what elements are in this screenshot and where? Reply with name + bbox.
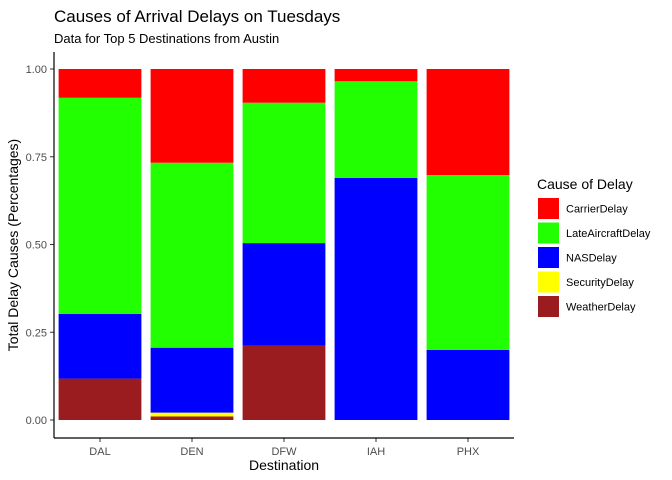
legend-label-carrierdelay: CarrierDelay: [566, 204, 628, 216]
y-tick-label: 0.25: [26, 327, 47, 339]
bar-segment-den-lateaircraftdelay: [150, 162, 234, 348]
x-tick-label: DEN: [180, 446, 203, 458]
legend-label-nasdelay: NASDelay: [566, 253, 617, 265]
bar-segment-iah-nasdelay: [334, 177, 418, 420]
x-tick-label: IAH: [367, 446, 385, 458]
y-tick-label: 1.00: [26, 64, 47, 76]
legend-key-carrierdelay: [538, 198, 559, 219]
bar-segment-dal-nasdelay: [58, 314, 142, 379]
bar-segment-dfw-nasdelay: [242, 243, 326, 346]
x-tick-label: PHX: [457, 446, 480, 458]
bar-segment-den-carrierdelay: [150, 69, 234, 163]
y-tick-label: 0.50: [26, 240, 47, 252]
bar-segment-dfw-carrierdelay: [242, 69, 326, 103]
y-tick-label: 0.00: [26, 415, 47, 427]
legend: CarrierDelay LateAircraftDelay NASDelay Sec…: [538, 198, 651, 317]
bar-segment-den-weatherdelay: [150, 416, 234, 420]
legend-key-nasdelay: [538, 247, 559, 268]
legend-label-lateaircraftdelay: LateAircraftDelay: [566, 228, 651, 240]
bar-segment-den-securitydelay: [150, 412, 234, 417]
x-tick-label: DAL: [89, 446, 110, 458]
bar-segment-phx-carrierdelay: [426, 69, 510, 175]
x-axis-label: Destination: [249, 457, 319, 473]
legend-label-securitydelay: SecurityDelay: [566, 277, 634, 289]
bar-segment-dfw-lateaircraftdelay: [242, 102, 326, 244]
bar-segment-dfw-weatherdelay: [242, 345, 326, 420]
bar-segment-dal-lateaircraftdelay: [58, 97, 142, 314]
legend-key-lateaircraftdelay: [538, 222, 559, 244]
bar-segment-phx-nasdelay: [426, 349, 510, 420]
legend-title: Cause of Delay: [537, 176, 633, 192]
legend-key-weatherdelay: [538, 296, 559, 317]
y-axis-label: Total Delay Causes (Percentages): [5, 139, 21, 351]
bar-segment-den-nasdelay: [150, 347, 234, 413]
bar-segment-dal-weatherdelay: [58, 378, 142, 420]
x-tick-label: DFW: [271, 446, 297, 458]
bar-segment-phx-lateaircraftdelay: [426, 175, 510, 350]
bar-segment-iah-carrierdelay: [334, 69, 418, 82]
chart-subtitle: Data for Top 5 Destinations from Austin: [54, 31, 279, 46]
plot-area: DAL DEN DFW IAH PHX 0.00 0.25 0.50 0.75 1.00: [26, 52, 514, 458]
legend-label-weatherdelay: WeatherDelay: [566, 302, 636, 314]
bar-segment-iah-lateaircraftdelay: [334, 81, 418, 178]
y-tick-label: 0.75: [26, 152, 47, 164]
bar-segment-dal-carrierdelay: [58, 69, 142, 98]
legend-key-securitydelay: [538, 271, 559, 293]
chart-title: Causes of Arrival Delays on Tuesdays: [54, 7, 340, 26]
